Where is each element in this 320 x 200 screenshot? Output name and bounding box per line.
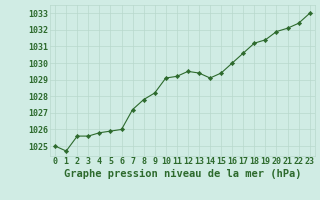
X-axis label: Graphe pression niveau de la mer (hPa): Graphe pression niveau de la mer (hPa): [64, 169, 301, 179]
